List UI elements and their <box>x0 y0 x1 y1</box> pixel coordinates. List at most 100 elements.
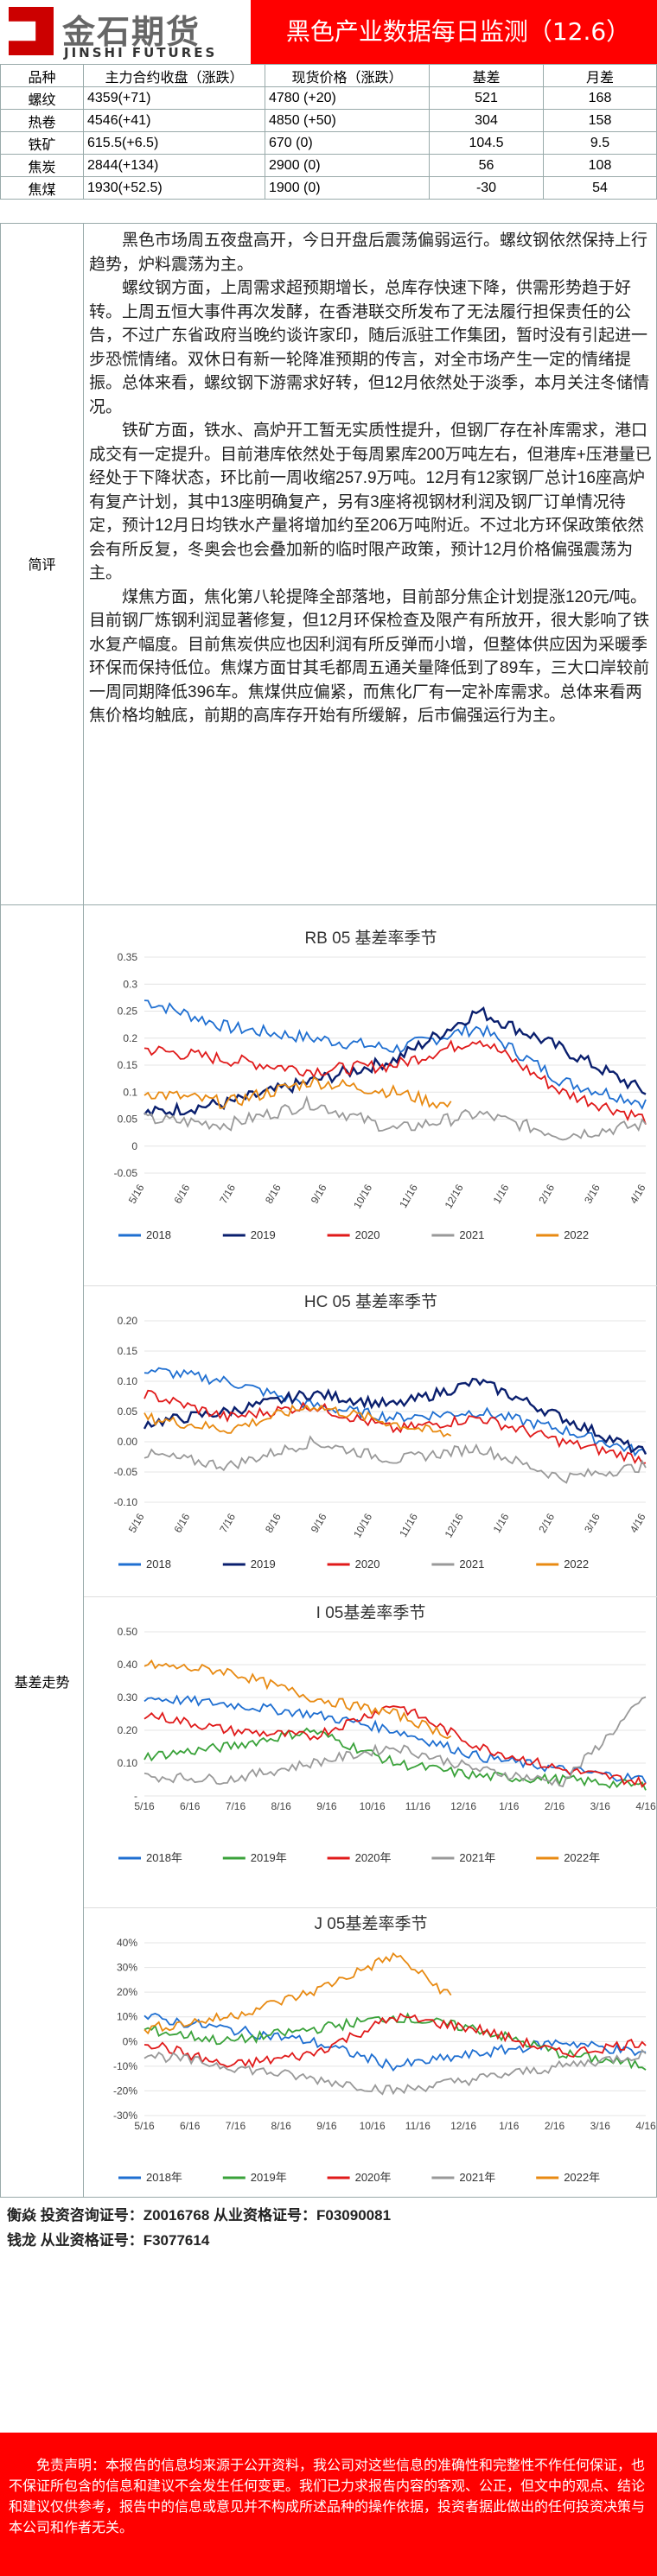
disclaimer: 免责声明：本报告的信息均来源于公开资料，我公司对这些信息的准确性和完整性不作任何… <box>0 2433 657 2576</box>
x-tick-label: 8/16 <box>271 2120 292 2132</box>
x-tick-label: 9/16 <box>316 1800 337 1812</box>
x-tick-label: 9/16 <box>316 2120 337 2132</box>
x-tick-label: 4/16 <box>635 1800 656 1812</box>
chart-title: I 05基差率季节 <box>316 1603 426 1622</box>
series-line <box>144 1076 452 1110</box>
logo-icon <box>9 7 54 55</box>
legend-label: 2018 <box>146 1558 171 1570</box>
series-line <box>144 1727 647 1791</box>
analyst-line-2: 钱龙 从业资格证号：F3077614 <box>7 2232 210 2249</box>
table-cell: 54 <box>543 176 657 200</box>
chart-i: I 05基差率季节 0.50 0.40 0.30 0.20 0.10 -5/16 6/16 7/… <box>84 1596 657 1881</box>
series-line <box>144 2012 647 2069</box>
table-row: 焦煤 1930(+52.5) 1900 (0) -30 54 <box>0 176 657 200</box>
x-tick-label: 11/16 <box>405 1800 431 1812</box>
table-cell: 4359(+71) <box>83 86 265 110</box>
series-line <box>144 1404 452 1437</box>
table-cell: 铁矿 <box>0 131 84 155</box>
y-tick-label: 0% <box>123 2035 138 2047</box>
table-cell: 304 <box>429 109 544 132</box>
legend-label: 2018年 <box>146 2171 182 2184</box>
series-line <box>144 1659 452 1740</box>
y-tick-label: 0.20 <box>118 1315 138 1327</box>
x-tick-label: 9/16 <box>309 1511 329 1535</box>
x-tick-label: 12/16 <box>443 1511 466 1539</box>
x-tick-label: 1/16 <box>491 1182 512 1206</box>
legend-label: 2019 <box>251 1558 276 1570</box>
y-tick-label: 0.05 <box>118 1114 138 1126</box>
y-tick-label: 0 <box>131 1140 137 1152</box>
comment-text: 黑色市场周五夜盘高开，今日开盘后震荡偏弱运行。螺纹钢依然保持上行趋势，炉料震荡为… <box>84 224 657 728</box>
y-tick-label: 0.10 <box>118 1757 138 1769</box>
x-tick-label: 6/16 <box>172 1182 193 1206</box>
y-tick-label: -0.10 <box>114 1496 138 1508</box>
x-tick-label: 3/16 <box>590 1800 611 1812</box>
logo-name: 金石期货 <box>62 13 201 51</box>
table-row: 焦炭 2844(+134) 2900 (0) 56 108 <box>0 154 657 177</box>
table-cell: 521 <box>429 86 544 110</box>
series-line <box>144 1705 647 1788</box>
charts-section: 基差走势 RB 05 基差率季节 0.35 0.3 0.25 0.2 0.15 0.1 0.0… <box>0 905 657 2198</box>
chart-j: J 05基差率季节 40% 30% 20% 10% 0% -10% -20% -30% 5/16 6… <box>84 1907 657 2201</box>
table-cell: 2844(+134) <box>83 154 265 177</box>
table-cell: 焦煤 <box>0 176 84 200</box>
table-cell: 4546(+41) <box>83 109 265 132</box>
legend-label: 2022 <box>564 1558 589 1570</box>
comment-paragraph: 螺纹钢方面，上周需求超预期增长，总库存快速下降，供需形势趋于好转。上周五恒大事件… <box>89 279 650 416</box>
legend-label: 2019年 <box>251 2171 287 2184</box>
series-line <box>143 1377 647 1456</box>
series-line <box>144 2012 647 2071</box>
x-tick-label: 10/16 <box>351 1182 374 1210</box>
table-cell: 56 <box>429 154 544 177</box>
x-tick-label: 6/16 <box>180 1800 201 1812</box>
comment-paragraph: 铁矿方面，铁水、高炉开工暂无实质性提升，但钢厂存在补库需求，港口成交有一定提升。… <box>89 422 652 582</box>
y-tick-label: 0.1 <box>123 1086 137 1098</box>
x-tick-label: 12/16 <box>450 1800 476 1812</box>
table-cell: -30 <box>429 176 544 200</box>
x-tick-label: 2/16 <box>545 2120 565 2132</box>
x-tick-label: 12/16 <box>443 1182 466 1210</box>
x-tick-label: 4/16 <box>635 2120 656 2132</box>
x-tick-label: 7/16 <box>226 2120 246 2132</box>
x-tick-label: 3/16 <box>582 1182 603 1206</box>
series-line <box>144 2048 647 2096</box>
series-line <box>144 1696 647 1788</box>
series-line <box>144 999 647 1111</box>
logo-english-name: JINSHI FUTURES <box>64 45 218 60</box>
x-tick-label: 10/16 <box>360 2120 386 2132</box>
comment-paragraph: 黑色市场周五夜盘高开，今日开盘后震荡偏弱运行。螺纹钢依然保持上行趋势，炉料震荡为… <box>89 232 648 274</box>
table-cell: 168 <box>543 86 657 110</box>
x-tick-label: 2/16 <box>536 1182 557 1206</box>
legend-label: 2020 <box>355 1558 380 1570</box>
x-tick-label: 4/16 <box>628 1511 648 1535</box>
x-tick-label: 3/16 <box>582 1511 603 1535</box>
x-tick-label: 2/16 <box>545 1800 565 1812</box>
y-tick-label: 10% <box>117 2011 137 2023</box>
y-tick-label: 0.00 <box>118 1436 138 1448</box>
y-tick-label: 0.40 <box>118 1659 138 1671</box>
charts-label: 基差走势 <box>1 905 84 2198</box>
y-tick-label: 0.2 <box>123 1032 137 1044</box>
legend-label: 2022 <box>564 1228 589 1241</box>
legend-label: 2021 <box>459 1228 484 1241</box>
y-tick-label: 0.05 <box>118 1405 138 1418</box>
column-header: 基差 <box>429 64 544 87</box>
x-tick-label: 7/16 <box>217 1511 238 1535</box>
y-tick-label: 0.3 <box>123 978 137 990</box>
y-tick-label: - <box>134 1790 137 1802</box>
y-tick-label: 0.15 <box>118 1059 138 1071</box>
y-tick-label: 0.10 <box>118 1375 138 1387</box>
series-line <box>144 1367 647 1457</box>
legend-label: 2020年 <box>355 1851 392 1864</box>
y-tick-label: 40% <box>117 1937 137 1949</box>
analyst-line-1: 衡焱 投资咨询证号：Z0016768 从业资格证号：F03090081 <box>7 2207 392 2224</box>
table-cell: 9.5 <box>543 131 657 155</box>
x-tick-label: 5/16 <box>126 1182 147 1206</box>
y-tick-label: -0.05 <box>114 1466 138 1478</box>
x-tick-label: 3/16 <box>590 2120 611 2132</box>
table-cell: 108 <box>543 154 657 177</box>
comment-section: 简评 黑色市场周五夜盘高开，今日开盘后震荡偏弱运行。螺纹钢依然保持上行趋势，炉料… <box>0 223 657 906</box>
chart-rb: RB 05 基差率季节 0.35 0.3 0.25 0.2 0.15 0.1 0.05 0 -0.… <box>84 923 657 1259</box>
table-cell: 1930(+52.5) <box>83 176 265 200</box>
table-cell: 热卷 <box>0 109 84 132</box>
